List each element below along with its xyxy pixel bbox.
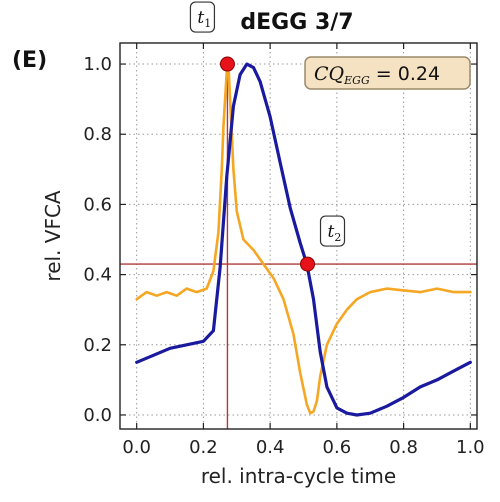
chart-title: dEGG 3/7 <box>240 10 353 35</box>
y-axis-label: rel. VFCA <box>41 190 65 282</box>
x-tick-label: 0.0 <box>122 437 151 458</box>
x-tick-label: 0.8 <box>389 437 418 458</box>
grid-lines <box>120 43 477 429</box>
marker-label-box <box>319 215 346 247</box>
marker-label-t2: t2 <box>319 215 346 247</box>
marker-label-t1: t1 <box>189 1 216 33</box>
y-tick-label: 0.4 <box>83 265 112 286</box>
marker-label-box <box>189 1 216 33</box>
ticks-group: 0.0 0.2 0.4 0.6 0.8 1.0 0.0 0.2 0.4 0.6 0.8 1.0 <box>83 43 485 458</box>
x-tick-label: 0.4 <box>256 437 285 458</box>
x-tick-label: 0.6 <box>323 437 352 458</box>
marker-point-t2 <box>300 256 316 272</box>
cq-box-background <box>304 56 471 90</box>
marker-label-text: t2 <box>328 222 342 244</box>
y-tick-label: 1.0 <box>83 54 112 75</box>
plot-frame <box>119 42 478 430</box>
series-group <box>135 62 472 417</box>
cq-box-text: CQEGG = 0.24 <box>314 63 440 87</box>
reference-lines <box>120 64 477 429</box>
y-tick-label: 0.8 <box>83 124 112 145</box>
y-tick-label: 0.6 <box>83 194 112 215</box>
orange-series-line <box>135 62 472 415</box>
y-tick-label: 0.0 <box>83 405 112 426</box>
x-tick-label: 0.2 <box>189 437 218 458</box>
marker-label-text: t1 <box>197 8 211 30</box>
x-axis-label: rel. intra-cycle time <box>201 464 396 488</box>
x-tick-label: 1.0 <box>456 437 485 458</box>
marker-point-t1 <box>219 56 235 72</box>
blue-series-line <box>135 62 472 417</box>
marker-labels-group: t1 t2 <box>189 1 346 247</box>
panel-label: (E) <box>12 48 47 73</box>
cq-annotation-box: CQEGG = 0.24 <box>304 56 471 90</box>
marker-group <box>219 56 316 272</box>
y-tick-label: 0.2 <box>83 335 112 356</box>
